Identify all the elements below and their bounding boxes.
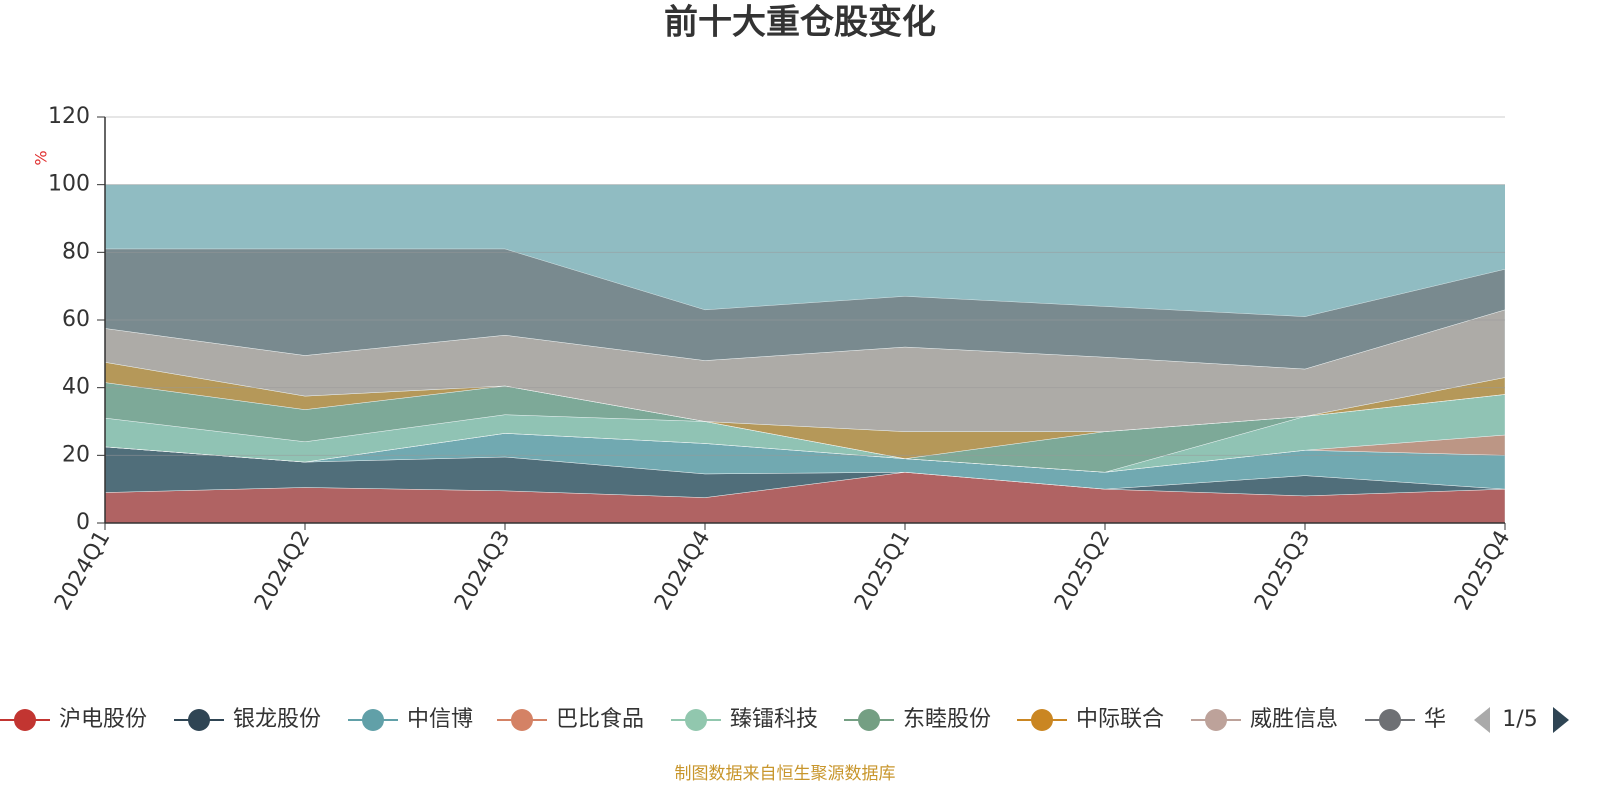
area [104,248,1506,370]
y-tick-label: 60 [62,307,90,332]
legend-marker [858,709,880,731]
x-tick-label: 2024Q2 [250,527,315,615]
y-axis-label: % [32,150,51,165]
x-tick-label: 2024Q3 [450,527,515,615]
legend-label: 中际联合 [1076,707,1164,732]
y-tick-label: 20 [62,442,90,467]
legend-label: 银龙股份 [233,707,321,732]
y-tick-label: 120 [48,104,90,129]
legend-marker [188,709,210,731]
legend-label: 中信博 [407,707,473,732]
y-tick-label: 80 [62,239,90,264]
legend-label: 巴比食品 [556,707,644,732]
legend-marker [685,709,707,731]
x-tick-label: 2024Q1 [50,527,115,615]
y-tick-label: 100 [48,172,90,197]
legend-marker [14,709,36,731]
legend-label: 威胜信息 [1250,707,1338,732]
legend-marker [1379,709,1401,731]
x-tick-label: 2025Q3 [1250,527,1315,615]
plot-area: 0 20 40 60 80 100 120 2024Q1 2024Q2 2024Q3 2024Q4 2… [48,104,1515,615]
y-tick-label: 0 [76,510,90,535]
x-tick-label: 2024Q4 [650,527,715,615]
legend-marker [511,709,533,731]
legend-prev[interactable] [1474,707,1490,733]
x-tick-label: 2025Q1 [850,527,915,615]
legend-label: 东睦股份 [903,707,991,732]
legend-marker [1205,709,1227,731]
legend: 沪电股份 银龙股份 中信博 巴比食品 臻镭科技 东睦股份 中际联合 威胜信息 华 [0,707,1446,732]
legend-label: 华 [1424,707,1446,732]
x-tick-label: 2025Q2 [1050,527,1115,615]
footer: 制图数据来自恒生聚源数据库 [675,764,896,784]
legend-page: 1/5 [1502,707,1537,732]
x-tick-label: 2025Q4 [1450,527,1515,615]
chart-title: 前十大重仓股变化 [664,3,936,43]
legend-next[interactable] [1553,707,1569,733]
y-tick-label: 40 [62,375,90,400]
legend-label: 臻镭科技 [730,707,818,732]
legend-marker [1031,709,1053,731]
legend-label: 沪电股份 [59,707,147,732]
legend-marker [362,709,384,731]
